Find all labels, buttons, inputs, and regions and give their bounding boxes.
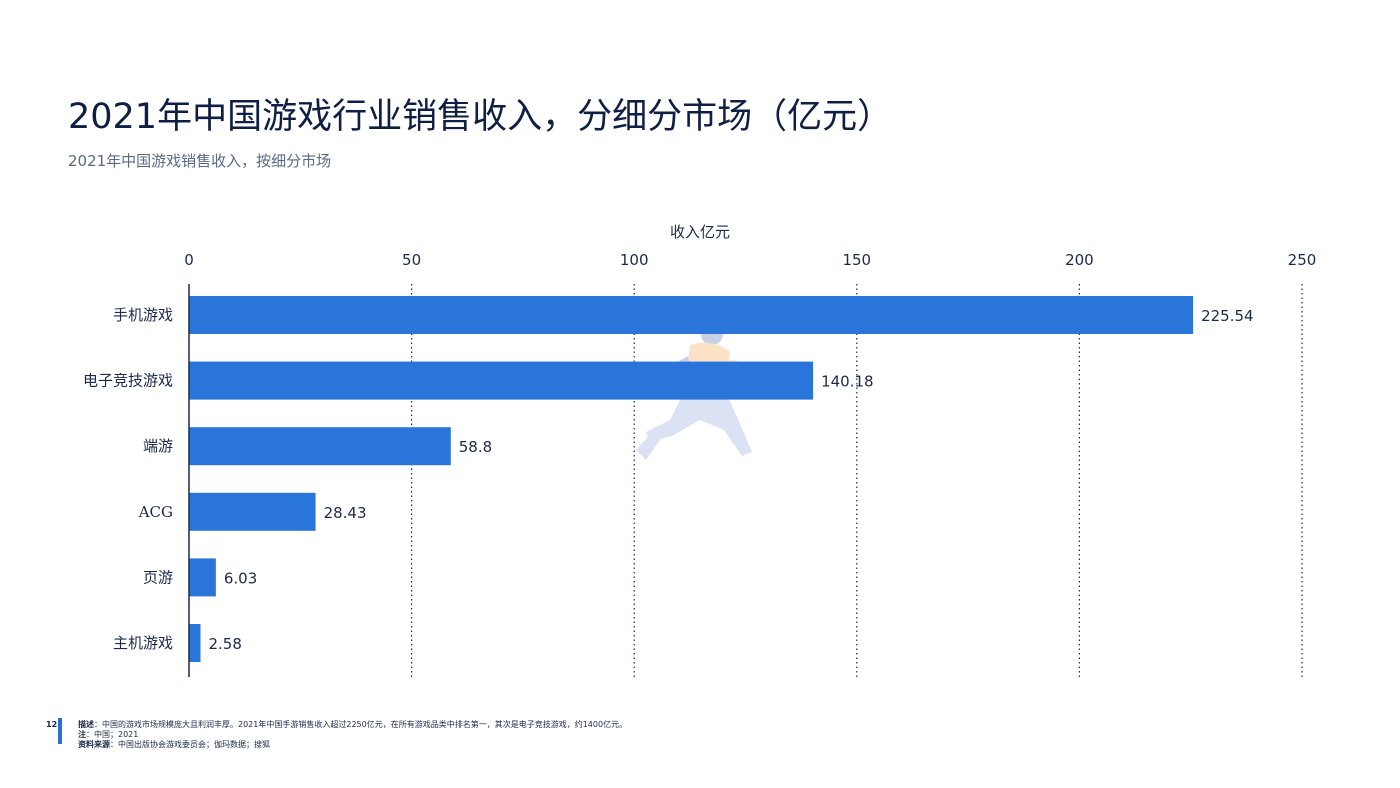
value-label-3: 28.43	[324, 504, 367, 522]
category-label-4: 页游	[143, 568, 173, 586]
footer-note-label: 注	[78, 730, 86, 739]
value-label-2: 58.8	[459, 438, 492, 456]
grid-lines	[411, 284, 1303, 677]
category-label-5: 主机游戏	[113, 634, 173, 652]
page-title: 2021年中国游戏行业销售收入，分细分市场（亿元）	[68, 97, 893, 137]
x-tick-label-2: 100	[620, 251, 649, 269]
bars	[189, 296, 1194, 662]
footer-source-text: ：中国出版协会游戏委员会；伽玛数据；搜狐	[110, 740, 270, 749]
footer-accent-bar	[58, 718, 62, 744]
footer-note-text: ：中国；2021	[86, 730, 139, 739]
bar-5	[189, 624, 201, 662]
bar-2	[189, 427, 451, 466]
footer-source-label: 资料来源	[78, 740, 110, 749]
value-label-0: 225.54	[1201, 307, 1254, 325]
footer-notes: 描述：中国的游戏市场规模庞大且利润丰厚。2021年中国手游销售收入超过2250亿…	[78, 720, 627, 750]
category-label-2: 端游	[143, 437, 173, 455]
footer-source: 资料来源：中国出版协会游戏委员会；伽玛数据；搜狐	[78, 740, 627, 750]
bar-0	[189, 296, 1194, 334]
page-number: 12	[46, 720, 58, 729]
x-tick-label-0: 0	[184, 251, 194, 269]
bar-1	[189, 361, 814, 400]
value-labels: 225.54 140.18 58.8 28.43 6.03 2.58	[208, 307, 1253, 653]
x-tick-label-4: 200	[1065, 251, 1094, 269]
footer-description: 描述：中国的游戏市场规模庞大且利润丰厚。2021年中国手游销售收入超过2250亿…	[78, 720, 627, 730]
x-tick-label-1: 50	[402, 251, 421, 269]
value-label-5: 2.58	[208, 635, 241, 653]
x-tick-label-5: 250	[1288, 251, 1317, 269]
bar-4	[189, 558, 216, 597]
category-label-3: ACG	[138, 503, 173, 521]
category-label-0: 手机游戏	[113, 306, 173, 324]
x-axis-title: 收入亿元	[670, 223, 730, 241]
bar-3	[189, 492, 316, 531]
page-subtitle: 2021年中国游戏销售收入，按细分市场	[68, 152, 332, 170]
footer-desc-label: 描述	[78, 720, 94, 729]
value-label-4: 6.03	[224, 569, 257, 587]
x-tick-labels: 0 50 100 150 200 250	[184, 251, 1316, 269]
footer-desc-text: ：中国的游戏市场规模庞大且利润丰厚。2021年中国手游销售收入超过2250亿元，…	[94, 720, 628, 729]
x-tick-label-3: 150	[842, 251, 871, 269]
value-label-1: 140.18	[821, 373, 874, 391]
category-label-1: 电子竞技游戏	[83, 372, 173, 390]
footer-note: 注：中国；2021	[78, 730, 627, 740]
